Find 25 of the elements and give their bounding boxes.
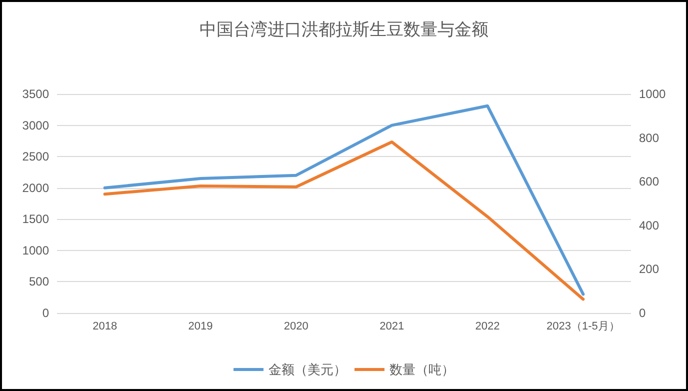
y2-tick-label: 0 (639, 306, 646, 320)
y-tick-label: 500 (28, 274, 50, 289)
y-tick-label: 1500 (22, 212, 50, 226)
y2-tick-label: 600 (639, 174, 660, 189)
y2-tick-label: 1000 (639, 87, 666, 101)
y-tick-label: 3500 (22, 87, 50, 101)
x-tick-label: 2018 (92, 320, 118, 332)
y-tick-label: 3000 (22, 118, 50, 132)
y2-tick-label: 200 (639, 262, 660, 276)
x-tick-label: 2020 (284, 320, 308, 332)
legend-label: 数量（吨） (390, 362, 454, 377)
y2-tick-label: 400 (639, 218, 660, 232)
y-tick-label: 2500 (22, 150, 50, 164)
y-tick-label: 2000 (22, 180, 50, 195)
y-tick-label: 0 (42, 306, 50, 320)
x-tick-label: 2023（1-5月） (546, 320, 620, 332)
y2-tick-label: 800 (639, 130, 660, 145)
x-tick-label: 2021 (380, 320, 404, 332)
x-tick-label: 2022 (475, 320, 500, 332)
line-series (103, 140, 585, 301)
x-tick-label: 2019 (188, 320, 213, 332)
chart-title: 中国台湾进口洪都拉斯生豆数量与金额 (200, 20, 488, 39)
y-tick-label: 1000 (22, 243, 50, 258)
legend-label: 金额（美元） (268, 362, 346, 377)
line-series (103, 104, 585, 296)
